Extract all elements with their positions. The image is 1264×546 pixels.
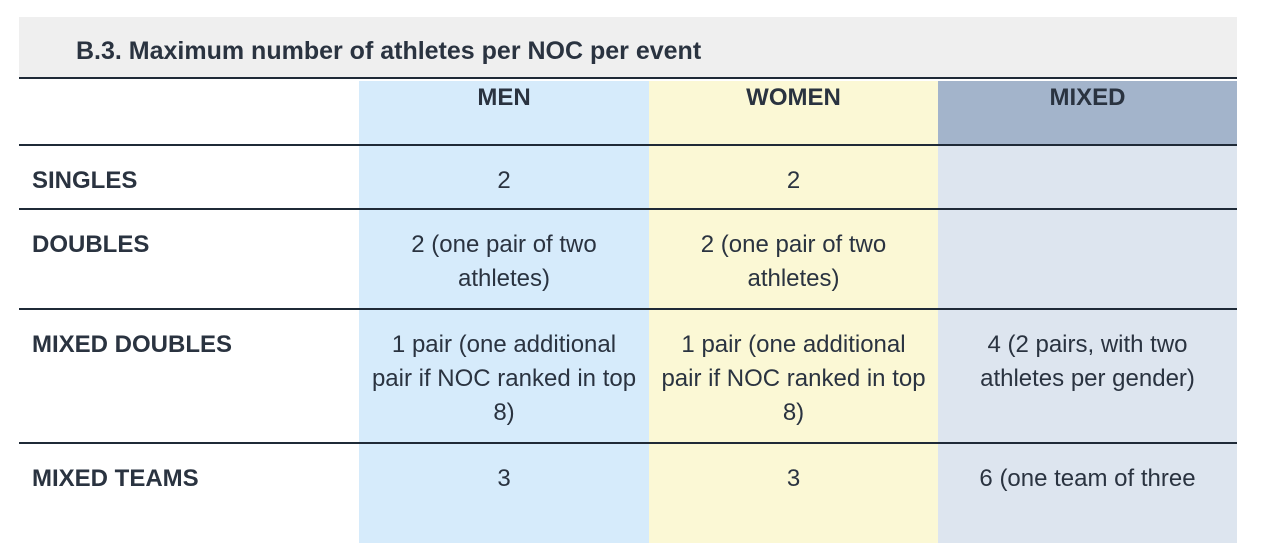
row-label: MIXED TEAMS [19, 443, 359, 543]
cell-mixed: 6 (one team of three [938, 443, 1237, 543]
cell-men: 3 [359, 443, 649, 543]
header-women: WOMEN [649, 81, 938, 146]
cell-mixed: 4 (2 pairs, with two athletes per gender… [938, 309, 1237, 444]
cell-men: 2 (one pair of two athletes) [359, 209, 649, 310]
cell-women: 1 pair (one additional pair if NOC ranke… [649, 309, 938, 444]
cell-mixed [938, 145, 1237, 210]
header-mixed: MIXED [938, 81, 1237, 146]
cell-men: 1 pair (one additional pair if NOC ranke… [359, 309, 649, 444]
table-title: B.3. Maximum number of athletes per NOC … [76, 37, 702, 65]
table-row: SINGLES 2 2 [19, 145, 1237, 210]
table-row: MIXED DOUBLES 1 pair (one additional pai… [19, 309, 1237, 444]
cell-men: 2 [359, 145, 649, 210]
table-row: MIXED TEAMS 3 3 6 (one team of three [19, 443, 1237, 543]
cell-women: 2 [649, 145, 938, 210]
header-row: MEN WOMEN MIXED [19, 81, 1237, 146]
table-row: DOUBLES 2 (one pair of two athletes) 2 (… [19, 209, 1237, 310]
header-corner [19, 81, 359, 146]
cell-women: 2 (one pair of two athletes) [649, 209, 938, 310]
athletes-table: MEN WOMEN MIXED SINGLES 2 2 DOUBLES 2 (o… [19, 81, 1237, 543]
header-men: MEN [359, 81, 649, 146]
cell-women: 3 [649, 443, 938, 543]
title-bar: B.3. Maximum number of athletes per NOC … [19, 17, 1237, 79]
row-label: MIXED DOUBLES [19, 309, 359, 444]
table-card: B.3. Maximum number of athletes per NOC … [19, 17, 1237, 546]
row-label: DOUBLES [19, 209, 359, 310]
row-label: SINGLES [19, 145, 359, 210]
cell-mixed [938, 209, 1237, 310]
